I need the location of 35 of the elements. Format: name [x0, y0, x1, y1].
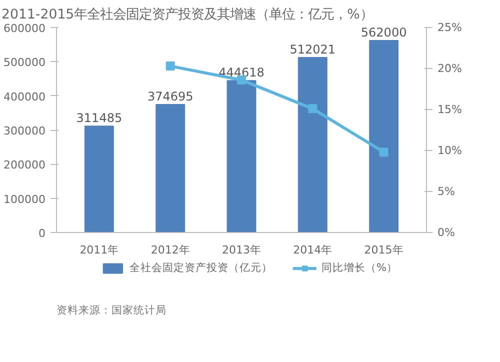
point — [379, 148, 388, 157]
legend-label: 同比增长（%） — [321, 261, 398, 275]
data-label: 512021 — [290, 42, 336, 57]
point — [308, 104, 318, 114]
x-tick-label: 2013年 — [222, 244, 262, 256]
y-tick-label: 300000 — [4, 124, 46, 138]
y-tick-label: 100000 — [4, 192, 46, 206]
y2-tick-label: 25% — [438, 21, 462, 34]
chart-title: 2011-2015年全社会固定资产投资及其增速（单位：亿元，%） — [2, 8, 373, 22]
point — [166, 62, 175, 71]
y-tick-label: 400000 — [4, 90, 46, 104]
legend-label: 全社会固定资产投资（亿元） — [129, 261, 272, 275]
y2-tick-label: 20% — [438, 62, 462, 75]
data-label: 444618 — [218, 66, 264, 80]
x-tick-label: 2014年 — [293, 244, 332, 256]
x-tick-label: 2011年 — [80, 244, 119, 256]
y2-tick-label: 10% — [438, 144, 462, 157]
y-tick-label: 200000 — [4, 158, 46, 172]
bar — [84, 126, 114, 232]
bar — [369, 40, 399, 232]
bar — [156, 104, 186, 232]
y2-tick-label: 5% — [438, 185, 455, 198]
data-label: 562000 — [360, 25, 407, 40]
x-tick-label: 2012年 — [150, 244, 190, 256]
bar — [298, 57, 328, 232]
text: 资料来源：国家统计局 — [56, 304, 166, 316]
y-tick-label: 500000 — [4, 56, 46, 70]
x-tick-label: 2015年 — [364, 244, 404, 256]
y2-tick-label: 0% — [438, 226, 455, 239]
bar — [226, 80, 256, 232]
data-label: 374695 — [147, 89, 194, 104]
y2-tick-label: 15% — [438, 103, 462, 116]
y-tick-label: 600000 — [4, 22, 46, 35]
data-label: 311485 — [76, 111, 122, 126]
y-tick-label: 0 — [38, 227, 46, 240]
